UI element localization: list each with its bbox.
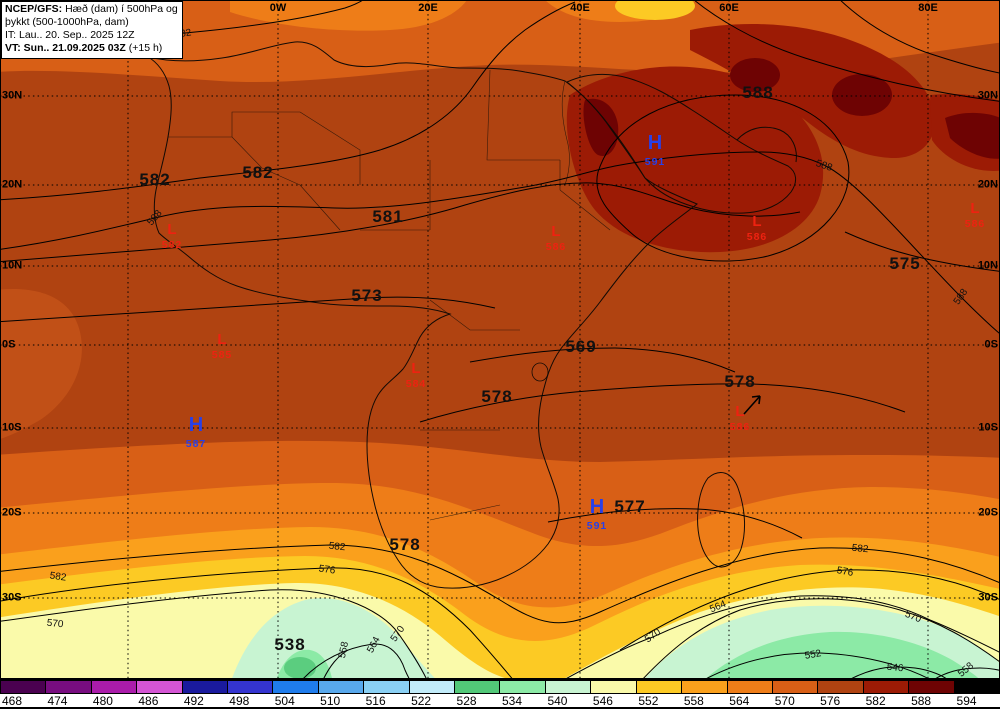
colorbar-value-510: 510 [320,694,341,708]
thickness-colorbar: 468 474 480 486 492 498 504 510 516 522 528 534 540 5… [0,679,1000,709]
colorbar-cell-504 [273,680,319,694]
colorbar-value-540: 540 [547,694,568,708]
colorbar-cell-546 [591,680,637,694]
colorbar-cell-570 [772,680,819,694]
map-canvas [0,0,1000,679]
colorbar-cell-468 [0,680,47,694]
thickness-fills [0,0,1000,679]
colorbar-value-468: 468 [2,694,23,708]
colorbar-value-474: 474 [47,694,68,708]
colorbar-cell-480 [91,680,138,694]
map-area: 0W 20E 40E 60E 80E 30N 30N 20N 20N 10N 10N 0S 0S 10S 1… [0,0,1000,680]
bottom-border-bar [0,707,1000,709]
colorbar-cell-558 [682,680,728,694]
title-line-1: NCEP/GFS: Hæð (dam) í 500hPa og [5,3,178,15]
colorbar-cell-486 [137,680,183,694]
colorbar-cell-474 [46,680,92,694]
coastlines [147,41,797,589]
colorbar-value-588: 588 [911,694,932,708]
colorbar-cell-492 [182,680,229,694]
height-contours [0,0,1000,679]
colorbar-value-486: 486 [138,694,159,708]
colorbar-cell-588 [909,680,955,694]
colorbar-value-498: 498 [229,694,250,708]
colorbar-value-558: 558 [683,694,704,708]
colorbar-cell-576 [818,680,864,694]
colorbar-cell-510 [318,680,365,694]
colorbar-cell-582 [863,680,910,694]
colorbar-value-546: 546 [592,694,613,708]
colorbar-cell-522 [409,680,456,694]
colorbar-cell-528 [455,680,501,694]
colorbar-cells [0,679,1000,694]
colorbar-value-480: 480 [92,694,113,708]
colorbar-value-504: 504 [274,694,295,708]
colorbar-cell-534 [500,680,546,694]
title-box: NCEP/GFS: Hæð (dam) í 500hPa og þykkt (5… [1,1,183,59]
colorbar-value-528: 528 [456,694,477,708]
colorbar-value-594: 594 [956,694,977,708]
colorbar-value-552: 552 [638,694,659,708]
colorbar-value-564: 564 [729,694,750,708]
graticule [0,0,1000,679]
title-line-4: VT: Sun.. 21.09.2025 03Z (+15 h) [5,42,163,55]
colorbar-cell-552 [636,680,683,694]
title-line-2: þykkt (500-1000hPa, dam) [5,16,129,29]
colorbar-cell-564 [727,680,773,694]
colorbar-value-570: 570 [774,694,795,708]
colorbar-value-492: 492 [183,694,204,708]
colorbar-value-516: 516 [365,694,386,708]
colorbar-cell-516 [364,680,410,694]
colorbar-value-582: 582 [865,694,886,708]
colorbar-cell-594 [954,680,1000,694]
colorbar-value-534: 534 [502,694,523,708]
colorbar-cell-498 [228,680,274,694]
colorbar-labels: 468 474 480 486 492 498 504 510 516 522 528 534 540 5… [0,694,1000,708]
colorbar-value-522: 522 [411,694,432,708]
wind-shift-arrow [743,395,761,415]
colorbar-value-576: 576 [820,694,841,708]
title-line-3: IT: Lau.. 20. Sep.. 2025 12Z [5,29,135,42]
colorbar-cell-540 [545,680,592,694]
